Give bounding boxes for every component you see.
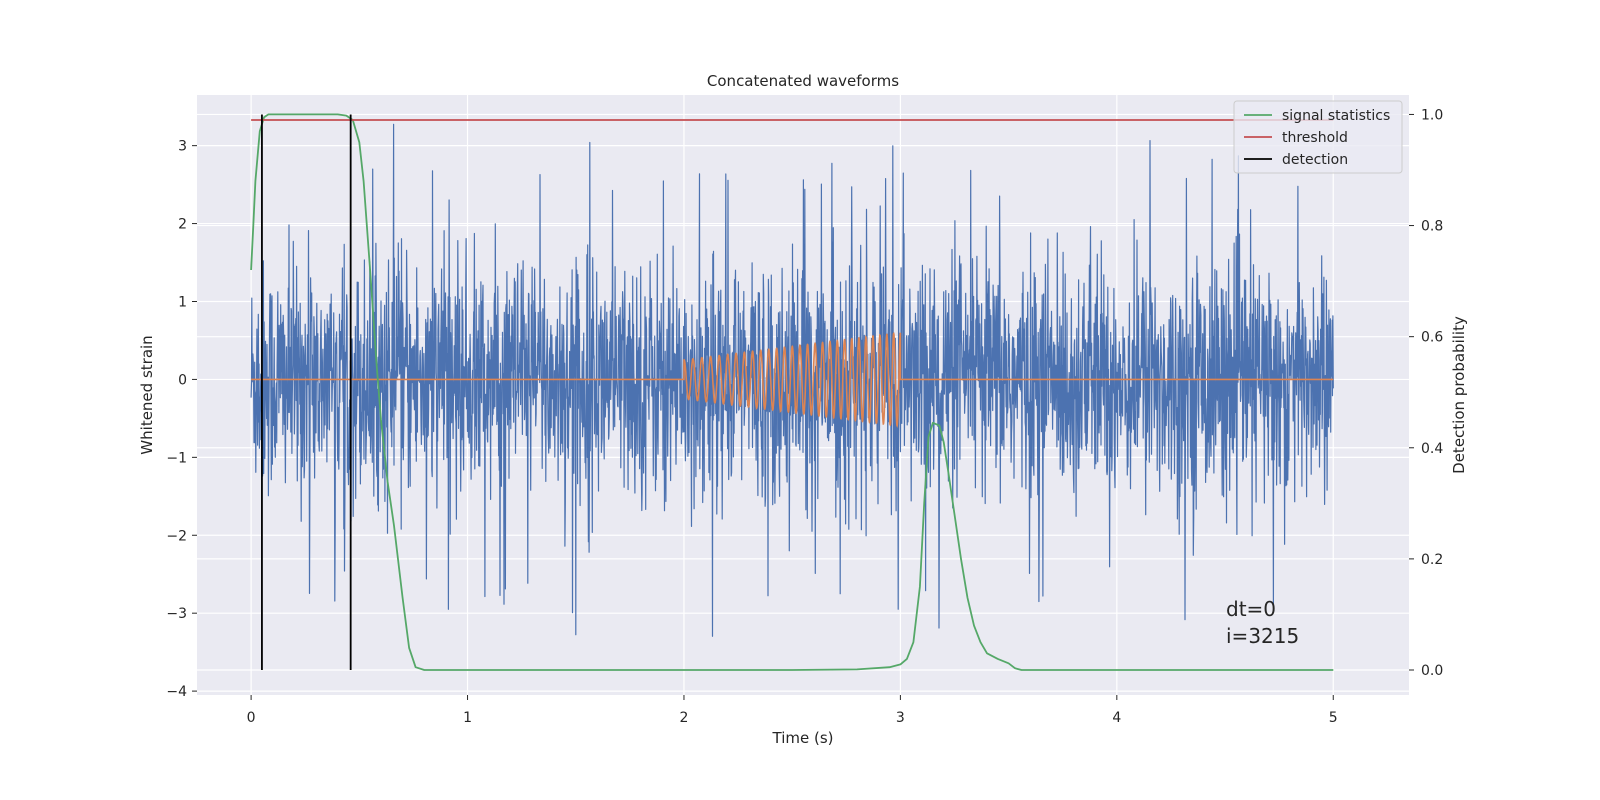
y2-tick-label-4: 0.8: [1421, 219, 1443, 235]
y2-tick-label-5: 1.0: [1421, 107, 1443, 123]
y2-tick-label-2: 0.4: [1421, 441, 1443, 457]
series-signal-statistics: [250, 113, 1334, 671]
x-tick-label-3: 3: [896, 710, 905, 726]
axes-group: 0 1 2 3 4 5 −4 −3 −2 −1 0 1 2 3 0.0 0.2 0.4 0.6 0.8 1.0: [166, 107, 1443, 726]
x-tick-label-5: 5: [1329, 710, 1338, 726]
y-tick-label-5: 1: [178, 294, 187, 310]
y-tick-label-4: 0: [178, 372, 187, 388]
y-tick-label-3: −1: [166, 450, 187, 466]
series-whitened-strain: [250, 123, 1334, 637]
legend: signal statistics threshold detection: [1233, 100, 1403, 174]
chart-title: Concatenated waveforms: [707, 72, 899, 90]
y-tick-label-2: −2: [166, 528, 187, 544]
x-tick-label-0: 0: [247, 710, 256, 726]
y2-tick-label-0: 0.0: [1421, 663, 1443, 679]
x-tick-label-1: 1: [463, 710, 472, 726]
y-tick-label-6: 2: [178, 217, 187, 233]
legend-label-signal-statistics: signal statistics: [1282, 108, 1390, 124]
x-tick-label-4: 4: [1112, 710, 1121, 726]
y-axis-label: Whitened strain: [138, 335, 156, 454]
y2-axis-label: Detection probability: [1450, 316, 1468, 474]
annotation-dt: dt=0: [1226, 597, 1276, 621]
series-injected-signal: [251, 332, 1334, 428]
y2-tick-label-1: 0.2: [1421, 552, 1443, 568]
series-group: [250, 113, 1334, 671]
y-tick-label-7: 3: [178, 139, 187, 155]
legend-label-detection: detection: [1282, 152, 1348, 168]
x-tick-label-2: 2: [680, 710, 689, 726]
legend-box: [1233, 100, 1403, 174]
legend-label-threshold: threshold: [1282, 130, 1348, 146]
y-tick-label-1: −3: [166, 606, 187, 622]
annotation-index: i=3215: [1226, 624, 1299, 648]
x-axis-label: Time (s): [772, 729, 834, 747]
y-tick-label-0: −4: [166, 684, 187, 700]
y2-tick-label-3: 0.6: [1421, 330, 1443, 346]
